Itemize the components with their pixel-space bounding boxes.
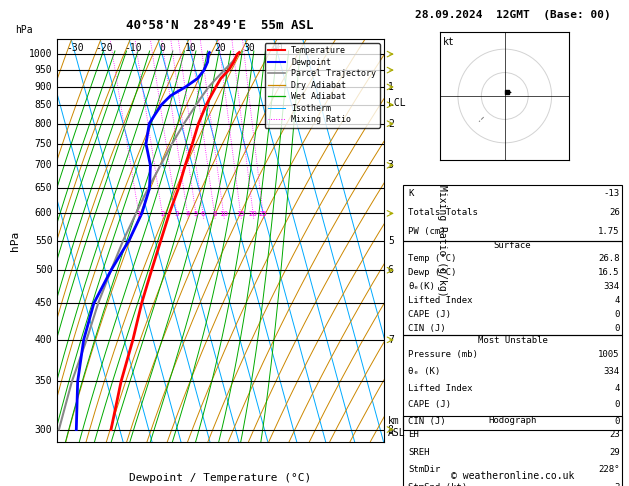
- Text: Temp (°C): Temp (°C): [408, 254, 456, 263]
- Text: 650: 650: [35, 183, 52, 193]
- Text: 0: 0: [615, 310, 620, 319]
- Text: -20: -20: [96, 43, 113, 53]
- Text: 5: 5: [388, 236, 394, 245]
- Text: -10: -10: [125, 43, 142, 53]
- Text: CAPE (J): CAPE (J): [408, 400, 451, 409]
- Text: 1000: 1000: [29, 49, 52, 59]
- Bar: [403, 335, 622, 430]
- Text: CAPE (J): CAPE (J): [408, 310, 451, 319]
- Text: km
ASL: km ASL: [388, 417, 406, 438]
- Text: 1.75: 1.75: [598, 227, 620, 236]
- Text: 1: 1: [388, 82, 394, 92]
- Text: hPa: hPa: [15, 25, 33, 35]
- Text: Surface: Surface: [494, 242, 532, 250]
- Text: Lifted Index: Lifted Index: [408, 296, 472, 305]
- Text: 850: 850: [35, 100, 52, 110]
- Text: Pressure (mb): Pressure (mb): [408, 350, 478, 359]
- Text: 550: 550: [35, 236, 52, 245]
- Bar: [403, 416, 622, 486]
- Bar: [403, 241, 622, 335]
- Text: 20: 20: [249, 211, 258, 217]
- Text: 450: 450: [35, 298, 52, 308]
- Text: 40°58'N  28°49'E  55m ASL: 40°58'N 28°49'E 55m ASL: [126, 19, 314, 32]
- Text: 228°: 228°: [598, 465, 620, 474]
- Text: CIN (J): CIN (J): [408, 417, 445, 426]
- Text: 8: 8: [213, 211, 217, 217]
- Text: Lifted Index: Lifted Index: [408, 383, 472, 393]
- Text: Totals Totals: Totals Totals: [408, 208, 478, 217]
- Text: 900: 900: [35, 82, 52, 92]
- Text: Dewp (°C): Dewp (°C): [408, 268, 456, 277]
- Text: 0: 0: [159, 43, 165, 53]
- Text: 0: 0: [615, 324, 620, 333]
- Text: 20: 20: [214, 43, 226, 53]
- Text: 6: 6: [388, 265, 394, 275]
- Legend: Temperature, Dewpoint, Parcel Trajectory, Dry Adiabat, Wet Adiabat, Isotherm, Mi: Temperature, Dewpoint, Parcel Trajectory…: [265, 43, 379, 128]
- Text: 500: 500: [35, 265, 52, 275]
- Text: 26.8: 26.8: [598, 254, 620, 263]
- Text: 40: 40: [272, 43, 284, 53]
- Text: 26: 26: [609, 208, 620, 217]
- Text: kt: kt: [443, 37, 455, 47]
- Text: 8: 8: [388, 425, 394, 434]
- Text: -13: -13: [604, 190, 620, 198]
- Text: StmDir: StmDir: [408, 465, 440, 474]
- Text: 25: 25: [259, 211, 267, 217]
- Text: Dewpoint / Temperature (°C): Dewpoint / Temperature (°C): [129, 473, 311, 483]
- Text: © weatheronline.co.uk: © weatheronline.co.uk: [451, 471, 574, 481]
- Text: 400: 400: [35, 335, 52, 345]
- Text: 10: 10: [185, 43, 197, 53]
- Text: 1005: 1005: [598, 350, 620, 359]
- Text: 800: 800: [35, 119, 52, 129]
- Text: 5: 5: [194, 211, 198, 217]
- Text: 16.5: 16.5: [598, 268, 620, 277]
- Text: 2: 2: [388, 119, 394, 129]
- Text: 28.09.2024  12GMT  (Base: 00): 28.09.2024 12GMT (Base: 00): [415, 10, 611, 20]
- Text: K: K: [408, 190, 413, 198]
- Text: θₑ(K): θₑ(K): [408, 282, 435, 291]
- Text: 23: 23: [609, 431, 620, 439]
- Text: 4: 4: [615, 383, 620, 393]
- Text: 1: 1: [136, 211, 141, 217]
- Text: 3: 3: [175, 211, 179, 217]
- Text: 0: 0: [615, 417, 620, 426]
- Text: EH: EH: [408, 431, 419, 439]
- Text: 0: 0: [615, 400, 620, 409]
- Text: StmSpd (kt): StmSpd (kt): [408, 483, 467, 486]
- Text: 30: 30: [243, 43, 255, 53]
- Text: SREH: SREH: [408, 448, 430, 457]
- Text: hPa: hPa: [10, 230, 20, 251]
- Text: 10: 10: [219, 211, 228, 217]
- Text: 7: 7: [388, 335, 394, 345]
- Text: 300: 300: [35, 425, 52, 434]
- Text: Most Unstable: Most Unstable: [477, 336, 548, 345]
- Bar: [403, 185, 622, 241]
- Text: 4: 4: [186, 211, 190, 217]
- Text: CIN (J): CIN (J): [408, 324, 445, 333]
- Text: Mixing Ratio (g/kg): Mixing Ratio (g/kg): [437, 185, 447, 296]
- Text: 700: 700: [35, 160, 52, 170]
- Text: 15: 15: [237, 211, 245, 217]
- Text: 29: 29: [609, 448, 620, 457]
- Text: 3: 3: [615, 483, 620, 486]
- Text: 2: 2: [160, 211, 165, 217]
- Text: Hodograph: Hodograph: [489, 417, 537, 425]
- Text: 334: 334: [604, 282, 620, 291]
- Text: 600: 600: [35, 208, 52, 218]
- Text: -30: -30: [67, 43, 84, 53]
- Text: θₑ (K): θₑ (K): [408, 367, 440, 376]
- Text: 350: 350: [35, 377, 52, 386]
- Text: 3: 3: [388, 160, 394, 170]
- Text: 334: 334: [604, 367, 620, 376]
- Text: 6: 6: [201, 211, 205, 217]
- Text: LCL: LCL: [388, 98, 406, 108]
- Text: PW (cm): PW (cm): [408, 227, 445, 236]
- Text: 750: 750: [35, 139, 52, 149]
- Text: 950: 950: [35, 65, 52, 75]
- Text: 4: 4: [615, 296, 620, 305]
